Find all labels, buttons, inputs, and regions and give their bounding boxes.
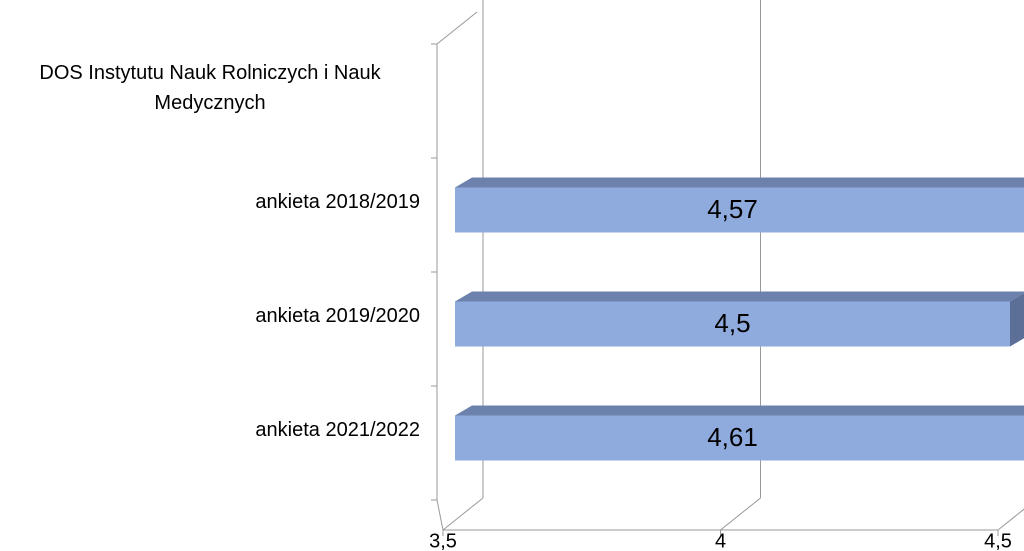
floor-grid-line: [442, 497, 484, 531]
x-tick-label: 3,5: [429, 530, 457, 551]
category-text: ankieta 2021/2022: [255, 419, 420, 441]
category-label: ankieta 2018/2019: [0, 187, 420, 217]
category-label: ankieta 2019/2020: [0, 301, 420, 331]
bar-front: [455, 187, 1024, 233]
bars: [455, 177, 1024, 461]
bar-front: [455, 301, 1010, 347]
floor-grid-line: [997, 508, 1024, 531]
category-text: DOS Instytutu Nauk Rolniczych i Nauk Med…: [39, 62, 381, 114]
bar-top: [455, 291, 1024, 302]
bar: [455, 291, 1024, 347]
bar: [455, 405, 1024, 461]
value-label: 4,5: [714, 308, 750, 338]
value-label: 4,57: [707, 194, 758, 224]
category-text: ankieta 2018/2019: [255, 191, 420, 213]
bar-top: [455, 405, 1024, 416]
bar: [455, 177, 1024, 233]
category-label: ankieta 2021/2022: [0, 415, 420, 445]
bar-side: [1010, 293, 1024, 347]
category-text: ankieta 2019/2020: [255, 305, 420, 327]
floor-grid-line: [720, 497, 761, 531]
left-wall-top: [436, 11, 478, 45]
bar-top: [455, 177, 1024, 188]
x-tick-label: 4: [715, 530, 726, 551]
value-label: 4,61: [707, 422, 758, 452]
left-wall-bottom: [436, 499, 444, 531]
x-tick-label: 4,5: [984, 530, 1012, 551]
bar-front: [455, 415, 1024, 461]
category-label: DOS Instytutu Nauk Rolniczych i Nauk Med…: [0, 58, 420, 118]
